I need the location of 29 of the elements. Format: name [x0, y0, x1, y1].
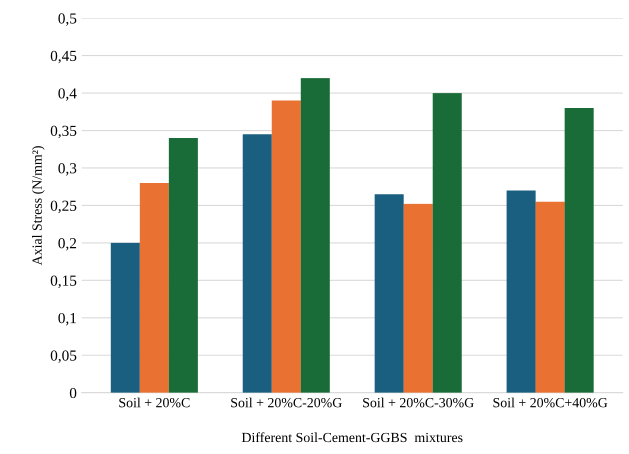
bar [506, 190, 536, 393]
y-tick-label: 0 [70, 388, 76, 398]
bar [110, 242, 140, 393]
bar [272, 100, 301, 393]
bar [168, 138, 198, 393]
bar [374, 194, 404, 393]
x-tick-label: Soil + 20%C+40%G [493, 398, 608, 408]
x-tick-label: Soil + 20%C-20%G [231, 398, 342, 408]
y-tick-label: 0,45 [50, 50, 76, 64]
y-tick-label: 0,2 [58, 238, 76, 251]
y-axis-title: Axial Stress (N/mm²) [32, 146, 45, 266]
bar [536, 202, 565, 393]
x-axis-title: Different Soil-Cement-GGBS mixtures [242, 432, 463, 442]
y-tick-label: 0,1 [58, 312, 76, 326]
bar [404, 204, 433, 393]
bar [432, 93, 462, 393]
y-tick-label: 0,15 [50, 275, 76, 288]
bar [140, 182, 169, 393]
x-tick-label: Soil + 20%C [119, 398, 190, 408]
y-tick-label: 0,3 [58, 163, 76, 176]
bar [242, 134, 272, 393]
bar [564, 108, 594, 393]
y-tick-label: 0,4 [58, 88, 77, 101]
y-tick-label: 0,35 [50, 126, 76, 138]
x-tick-label: Soil + 20%C-30%G [363, 398, 474, 408]
y-tick-label: 0,05 [50, 350, 76, 363]
bar [300, 78, 330, 393]
y-tick-label: 0,25 [50, 200, 76, 214]
y-tick-label: 0,5 [58, 13, 76, 26]
